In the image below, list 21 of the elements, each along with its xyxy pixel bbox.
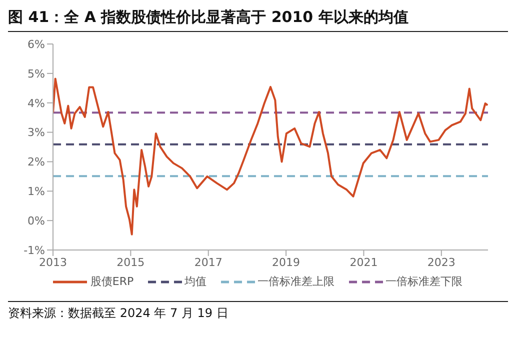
x-tick-label: 2013 [39,256,67,269]
legend-label: 一倍标准差上限 [258,274,335,289]
legend-label: 一倍标准差下限 [386,274,463,289]
y-tick-label: 2% [28,156,45,169]
x-tick-label: 2015 [116,256,145,269]
x-tick-label: 2017 [194,256,222,269]
y-tick-label: 4% [28,96,45,110]
y-tick-label: 6% [28,38,45,51]
legend-label: 均值 [184,274,207,289]
x-tick-label: 2021 [350,256,378,269]
x-tick-label: 2019 [272,256,300,269]
chart-title: 图 41：全 A 指数股债性价比显著高于 2010 年以来的均值 [8,8,508,32]
legend-label: 股债ERP [90,274,134,289]
y-tick-label: 5% [28,67,45,80]
y-tick-label: 0% [28,214,45,228]
text: 资料来源：数据截至 2024 年 7 月 19 日 [8,305,230,322]
y-tick-label: 3% [28,126,45,140]
y-tick-label: -1% [24,244,45,257]
line-series [53,78,488,236]
x-tick-label: 2023 [427,256,456,269]
y-tick-label: 1% [28,185,45,198]
